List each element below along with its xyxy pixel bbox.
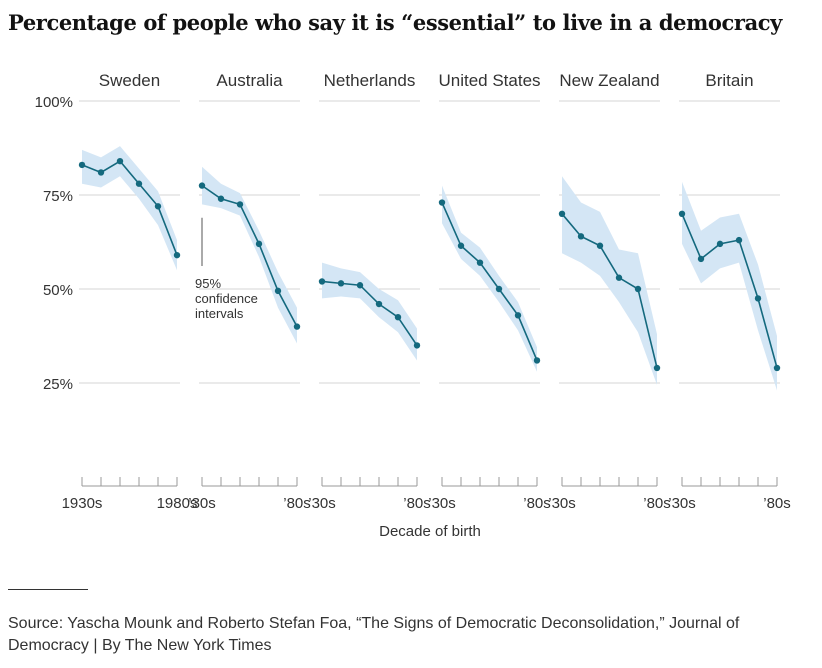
data-point [116, 157, 124, 165]
confidence-band [82, 146, 177, 271]
annotation-label: 95% [195, 276, 221, 291]
data-point [558, 210, 566, 217]
data-point [678, 210, 686, 217]
confidence-band [682, 181, 777, 391]
y-tick-label: 100% [35, 94, 73, 111]
series-line [561, 213, 658, 369]
data-point [457, 242, 465, 249]
x-tick-label: ’30s [308, 495, 336, 512]
confidence-band [562, 176, 657, 385]
confidence-band [322, 262, 417, 361]
data-point [97, 169, 105, 176]
data-point [375, 300, 383, 308]
data-point [596, 242, 604, 249]
x-tick-label: ’30s [188, 495, 216, 512]
panel-united-states: United States ’30s ’80s [428, 71, 551, 512]
x-tick-label: 1930s [62, 495, 103, 512]
y-tick-label: 50% [43, 282, 73, 299]
data-point [217, 195, 225, 202]
data-point [615, 274, 623, 281]
data-point [754, 295, 762, 302]
data-point [653, 364, 661, 372]
source-note: Source: Yascha Mounk and Roberto Stefan … [8, 615, 740, 654]
x-tick-label: ’80s [523, 495, 551, 512]
panel-netherlands: Netherlands ’30s ’80s [308, 71, 431, 512]
panel-australia: Australia ’30s ’80s [188, 71, 311, 512]
data-point [236, 201, 244, 208]
series-line [81, 160, 178, 256]
data-point [495, 285, 503, 293]
data-point [274, 287, 282, 295]
confidence-band [202, 166, 297, 344]
x-tick-label: 1980s [157, 495, 198, 512]
x-axis-title: Decade of birth [379, 523, 481, 540]
data-point [135, 180, 143, 187]
data-point [438, 199, 446, 206]
data-point [735, 236, 743, 244]
data-point [773, 364, 781, 372]
data-point [78, 161, 86, 169]
panel-new-zealand: New Zealand ’30s ’80s [548, 71, 671, 512]
data-point [476, 259, 484, 266]
data-point [413, 342, 421, 349]
x-tick-label: ’30s [668, 495, 696, 512]
panel-sweden: Sweden 1930s 1980s [62, 71, 198, 512]
source-divider [8, 589, 88, 590]
data-point [154, 203, 162, 210]
panel-title: New Zealand [559, 71, 659, 90]
panel-title: Britain [705, 71, 753, 90]
chart-title: Percentage of people who say it is “esse… [8, 10, 782, 35]
panel-title: Australia [216, 71, 283, 90]
data-point [337, 280, 345, 287]
annotation-label: intervals [195, 306, 244, 321]
data-point [293, 323, 301, 330]
x-tick-label: ’80s [643, 495, 671, 512]
data-point [356, 282, 364, 289]
data-point [716, 240, 724, 248]
data-point [533, 357, 541, 364]
x-tick-label: ’30s [548, 495, 576, 512]
panel-title: Sweden [99, 71, 160, 90]
panel-title: United States [438, 71, 540, 90]
data-point [634, 285, 642, 293]
data-point [255, 240, 263, 248]
x-tick-label: ’80s [283, 495, 311, 512]
data-point [697, 255, 705, 263]
series-line [201, 184, 298, 327]
y-tick-label: 75% [43, 188, 73, 205]
data-point [173, 251, 181, 259]
data-point [198, 182, 206, 189]
series-line [681, 213, 778, 369]
panel-britain: Britain ’30s ’80s [668, 71, 791, 512]
series-line [441, 202, 538, 361]
annotation-label: confidence [195, 291, 258, 306]
small-multiples-chart: 25% 50% 75% 100% Sweden 1930s 1980s Australia ’3… [35, 71, 791, 540]
confidence-band [442, 185, 537, 372]
data-point [318, 278, 326, 285]
x-tick-label: ’80s [763, 495, 791, 512]
panel-title: Netherlands [324, 71, 416, 90]
data-point [577, 233, 585, 240]
data-point [514, 312, 522, 319]
x-tick-label: ’30s [428, 495, 456, 512]
x-tick-label: ’80s [403, 495, 431, 512]
data-point [394, 314, 402, 321]
y-tick-label: 25% [43, 376, 73, 393]
